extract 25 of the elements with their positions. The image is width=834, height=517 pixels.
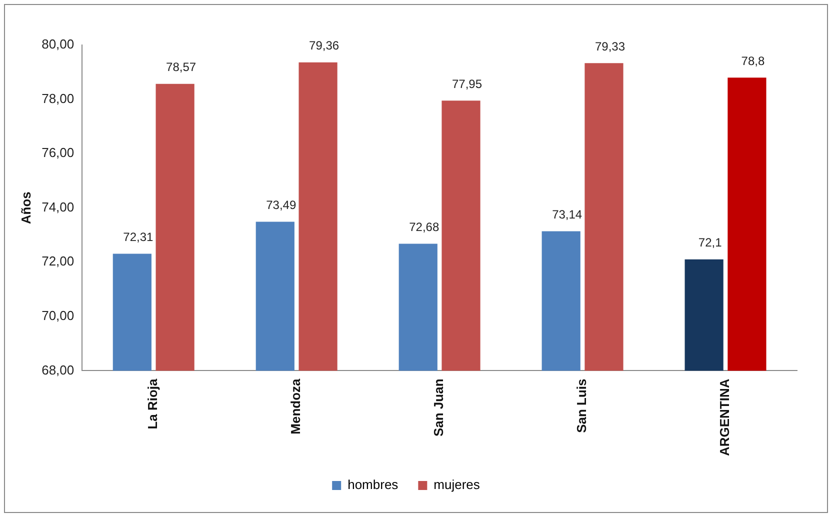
x-tick-label: Mendoza [288,378,304,434]
data-label: 72,31 [123,230,154,244]
y-tick-label: 74,00 [42,199,74,214]
y-tick-label: 76,00 [42,145,74,160]
x-tick-label: San Juan [431,378,446,437]
y-tick-label: 70,00 [42,308,74,324]
data-label: 72,1 [698,236,722,250]
data-label: 78,8 [741,54,765,68]
x-tick-label: San Luis [574,378,590,433]
data-label: 77,95 [452,76,482,91]
data-label: 78,57 [166,60,196,74]
x-tick-label: ARGENTINA [717,378,732,456]
legend-label: hombres [348,477,399,492]
y-tick-label: 78,00 [42,90,74,106]
data-label: 72,68 [409,220,440,234]
data-label: 79,33 [594,40,626,54]
y-tick-label: 72,00 [42,254,74,269]
y-tick-label: 80,00 [42,36,74,52]
y-tick-label: 68,00 [42,362,74,378]
y-axis-title: Años [18,192,34,224]
x-tick-label: La Rioja [145,378,160,430]
data-label: 79,36 [309,38,340,53]
data-label: 73,49 [266,198,296,212]
legend-label: mujeres [434,477,480,492]
data-label: 73,14 [552,208,582,222]
